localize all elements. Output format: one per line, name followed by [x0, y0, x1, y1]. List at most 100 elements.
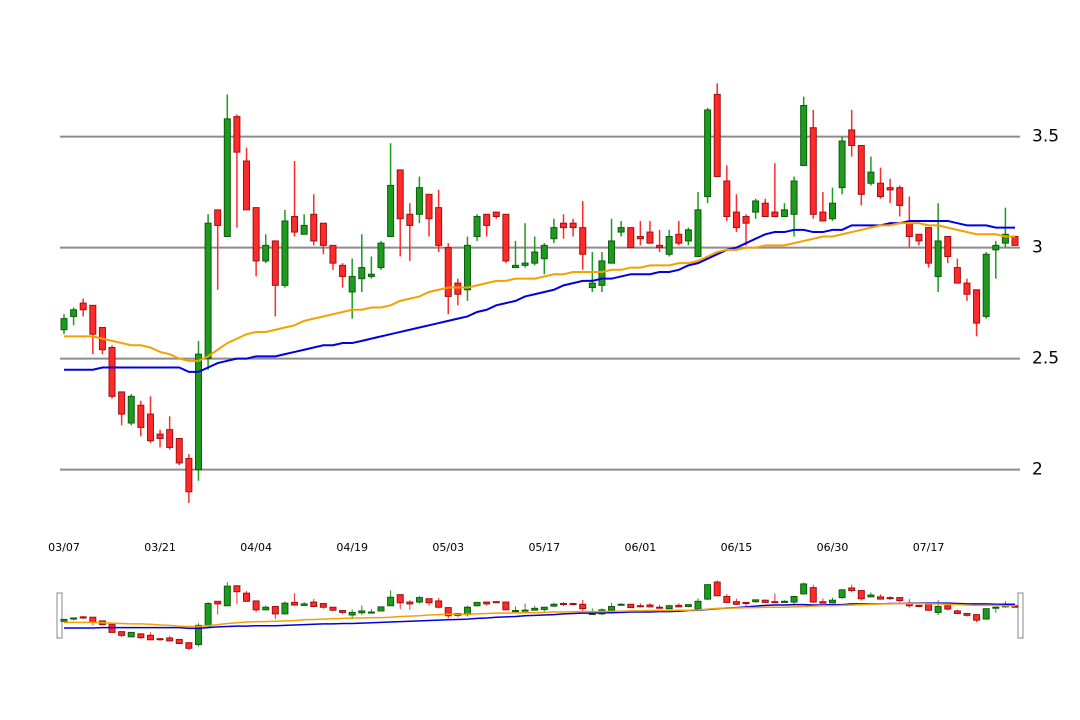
- candle-body: [348, 275, 356, 293]
- candle-body: [387, 596, 395, 607]
- candle-body: [742, 216, 750, 224]
- navigator-handle[interactable]: [1017, 592, 1024, 639]
- candle-body: [656, 244, 664, 249]
- candle-body: [281, 220, 289, 286]
- navigator[interactable]: [56, 580, 1024, 651]
- candle-body: [531, 607, 539, 611]
- candle-body: [886, 187, 894, 191]
- candle-body: [608, 605, 616, 611]
- candle-body: [627, 603, 635, 609]
- candle-body: [905, 222, 913, 237]
- candle-body: [300, 224, 308, 235]
- candle-body: [780, 600, 788, 603]
- x-tick-label: 04/04: [240, 541, 272, 554]
- candle-body: [790, 180, 798, 215]
- candle-body: [233, 585, 241, 593]
- candle-body: [848, 587, 856, 592]
- navigator-handle[interactable]: [56, 592, 63, 639]
- candle-body: [627, 227, 635, 249]
- candle-body: [550, 227, 558, 240]
- candle-body: [348, 611, 356, 616]
- candle-body: [329, 606, 337, 611]
- candle-body: [89, 304, 97, 335]
- candle-body: [511, 264, 519, 269]
- candle-body: [444, 607, 452, 617]
- candle-body: [953, 610, 961, 615]
- candle-body: [732, 211, 740, 229]
- candle-body: [569, 603, 577, 606]
- candle-body: [339, 264, 347, 277]
- candle-body: [146, 413, 154, 442]
- candle-body: [79, 302, 87, 311]
- candle-body: [723, 596, 731, 603]
- candle-body: [454, 282, 462, 295]
- candle-body: [838, 140, 846, 189]
- candle-body: [694, 600, 702, 610]
- candle-body: [415, 187, 423, 215]
- candle-body: [1011, 236, 1019, 246]
- candle-body: [194, 624, 202, 646]
- candle-body: [867, 171, 875, 184]
- candle-body: [992, 244, 1000, 251]
- candle-body: [425, 598, 433, 604]
- candle-body: [588, 282, 596, 289]
- candle-body: [396, 594, 404, 604]
- candle-body: [243, 160, 251, 211]
- candle-body: [550, 603, 558, 607]
- candle-body: [492, 601, 500, 604]
- candle-body: [560, 222, 568, 229]
- candle-body: [992, 606, 1000, 609]
- candle-body: [166, 429, 174, 448]
- candle-body: [809, 587, 817, 603]
- candle-body: [425, 193, 433, 220]
- candle-body: [780, 209, 788, 218]
- candle-body: [358, 610, 366, 614]
- candle-body: [319, 222, 327, 246]
- candle-body: [684, 229, 692, 242]
- candle-body: [944, 605, 952, 610]
- candle-body: [579, 227, 587, 255]
- candle-body: [521, 262, 529, 266]
- candle-body: [262, 244, 270, 262]
- candle-body: [896, 597, 904, 602]
- candle-body: [79, 616, 87, 619]
- moving-average-line: [64, 602, 1015, 630]
- candle-body: [857, 590, 865, 600]
- candle-body: [963, 613, 971, 616]
- candle-body: [636, 236, 644, 240]
- candle-body: [761, 202, 769, 218]
- candle-body: [291, 216, 299, 233]
- candle-body: [483, 213, 491, 226]
- candle-body: [646, 231, 654, 244]
- candle-body: [223, 585, 231, 607]
- candle-body: [771, 211, 779, 218]
- candle-body: [925, 603, 933, 611]
- candle-body: [60, 318, 68, 331]
- candle-body: [367, 273, 375, 277]
- candle-body: [243, 592, 251, 602]
- candle-body: [819, 211, 827, 222]
- candle-body: [118, 631, 126, 636]
- candle-body: [857, 144, 865, 195]
- candle-body: [809, 127, 817, 215]
- candle-body: [665, 605, 673, 610]
- y-tick-label: 2: [1032, 460, 1043, 480]
- candle-body: [915, 233, 923, 242]
- candle-body: [617, 603, 625, 606]
- candle-body: [848, 129, 856, 146]
- candle-body: [262, 606, 270, 611]
- candle-body: [70, 617, 78, 620]
- candle-body: [358, 267, 366, 280]
- y-tick-label: 3.5: [1032, 127, 1059, 147]
- main-plot: [60, 83, 1019, 503]
- candle-body: [194, 353, 202, 471]
- candle-body: [579, 603, 587, 610]
- candle-body: [665, 236, 673, 255]
- x-tick-label: 03/21: [144, 541, 176, 554]
- candle-body: [319, 603, 327, 608]
- x-tick-label: 06/30: [817, 541, 849, 554]
- y-tick-label: 2.5: [1032, 349, 1059, 369]
- candle-body: [502, 213, 510, 262]
- x-tick-label: 06/15: [721, 541, 753, 554]
- candle-body: [925, 227, 933, 264]
